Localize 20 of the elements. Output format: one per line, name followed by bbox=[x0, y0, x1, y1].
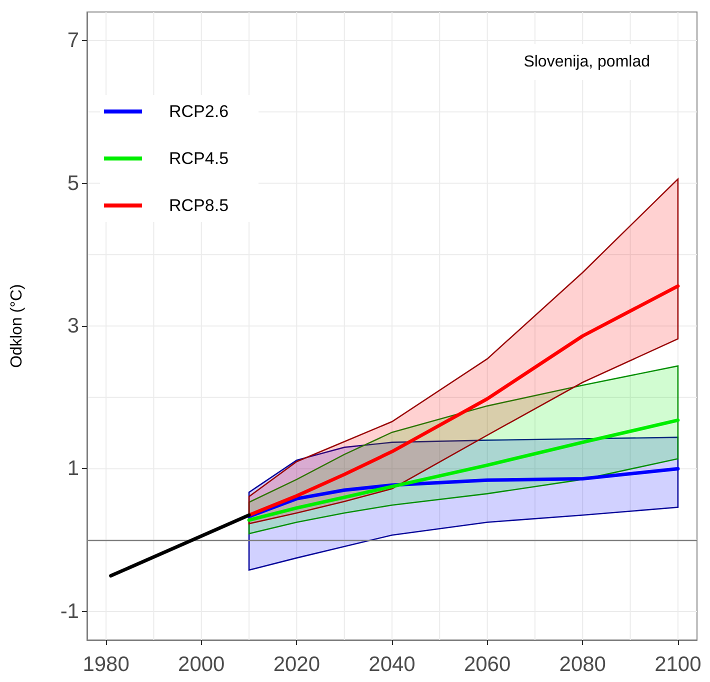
y-tick-label: 5 bbox=[67, 172, 79, 195]
y-axis-title: Odklon (°C) bbox=[8, 284, 26, 368]
x-tick-label: 2040 bbox=[368, 653, 416, 676]
x-tick-label: 2100 bbox=[654, 653, 702, 676]
y-tick-label: -1 bbox=[60, 600, 79, 623]
y-tick-label: 7 bbox=[67, 29, 79, 52]
line-series bbox=[247, 466, 680, 518]
legend-label: RCP8.5 bbox=[169, 196, 229, 215]
legend-label: RCP4.5 bbox=[169, 149, 229, 168]
annotation: Slovenija, pomlad bbox=[524, 54, 650, 70]
legend-label: RCP2.6 bbox=[169, 102, 229, 121]
y-tick-label: 1 bbox=[67, 457, 79, 480]
line-series bbox=[247, 284, 680, 517]
x-tick-label: 2060 bbox=[464, 653, 511, 676]
x-tick-label: 2020 bbox=[273, 653, 320, 676]
x-tick-label: 1980 bbox=[82, 653, 130, 676]
line-series bbox=[247, 418, 680, 522]
y-tick-label: 3 bbox=[67, 314, 79, 338]
x-tick-label: 2080 bbox=[559, 653, 606, 676]
x-tick-label: 2000 bbox=[178, 653, 225, 676]
